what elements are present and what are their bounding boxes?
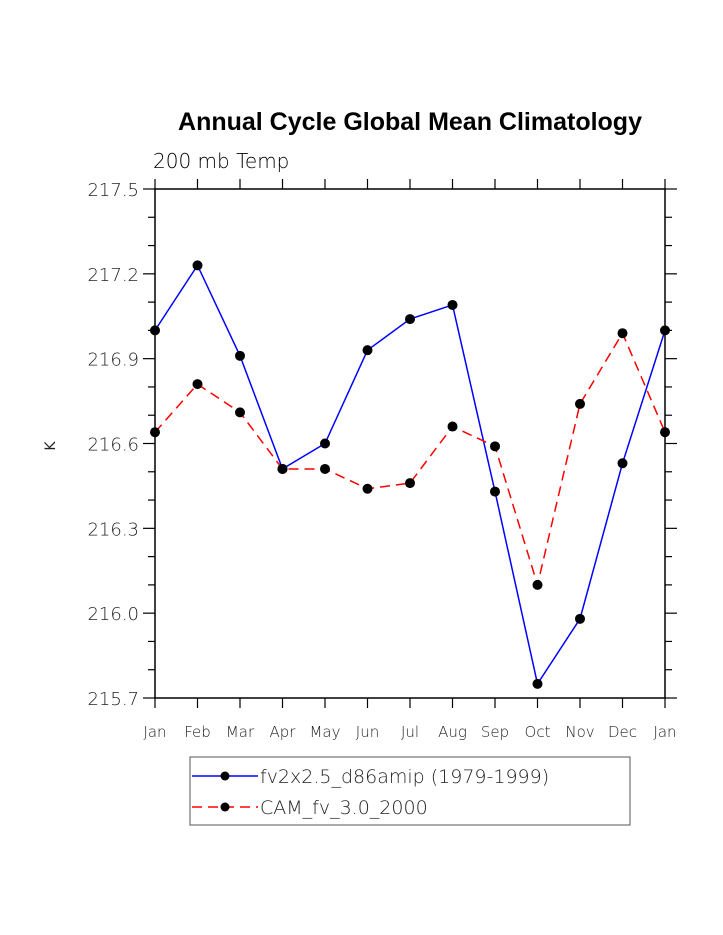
y-tick-label: 215.7 — [87, 689, 139, 710]
data-point-series-1 — [320, 463, 330, 474]
x-tick-label: Aug — [438, 723, 467, 741]
y-tick-label: 217.2 — [87, 265, 139, 286]
data-point-series-1 — [532, 579, 543, 590]
x-tick-label: Apr — [270, 723, 297, 741]
x-tick-label: Dec — [608, 723, 637, 741]
data-point-series-1 — [575, 398, 585, 409]
legend: fv2x2.5_d86amip (1979-1999) CAM_fv_3.0_20… — [189, 756, 631, 826]
data-point-series-1 — [405, 478, 415, 489]
data-point-series-1 — [192, 379, 203, 390]
data-point-series-1 — [362, 483, 373, 494]
data-point-series-0 — [617, 458, 628, 469]
data-point-series-0 — [575, 613, 585, 624]
data-point-series-0 — [447, 299, 458, 310]
legend-marker-1 — [220, 802, 230, 812]
data-point-series-0 — [192, 260, 203, 271]
chart-subtitle: 200 mb Temp — [153, 149, 289, 173]
data-point-series-0 — [320, 438, 330, 449]
data-point-series-1 — [150, 427, 160, 438]
legend-box — [189, 756, 631, 826]
y-axis-label: K — [43, 441, 59, 451]
series-layer — [150, 260, 670, 689]
x-tick-label: Jul — [401, 723, 419, 741]
data-point-series-0 — [660, 325, 670, 336]
y-tick-label: 216.3 — [87, 519, 139, 540]
data-point-series-1 — [490, 441, 500, 452]
y-tick-label: 217.5 — [87, 180, 139, 201]
x-tick-label: Nov — [565, 723, 594, 741]
plot-frame — [154, 188, 666, 699]
data-point-series-0 — [362, 345, 373, 356]
data-point-series-0 — [235, 350, 245, 361]
y-tick-label: 216.9 — [87, 350, 139, 371]
data-point-series-0 — [532, 678, 543, 689]
x-tick-label: May — [309, 723, 340, 741]
x-tick-label: Oct — [525, 723, 551, 741]
data-point-series-1 — [235, 407, 245, 418]
legend-marker-0 — [220, 771, 230, 781]
series-line-1 — [154, 331, 666, 588]
legend-label-1: CAM_fv_3.0_2000 — [260, 797, 428, 819]
chart-title: Annual Cycle Global Mean Climatology — [178, 108, 642, 136]
x-tick-label: Jan — [143, 723, 166, 741]
series-line-0 — [154, 263, 666, 686]
data-point-series-0 — [150, 325, 160, 336]
legend-label-0: fv2x2.5_d86amip (1979-1999) — [260, 766, 549, 788]
data-point-series-1 — [447, 421, 458, 432]
axes: Jan Feb Mar Apr May Jun Jul Aug Sep Oct Nov Dec Jan2… — [87, 179, 677, 741]
x-tick-label: Sep — [481, 723, 509, 741]
data-point-series-1 — [660, 427, 670, 438]
x-tick-label: Jan — [653, 723, 676, 741]
data-point-series-0 — [490, 486, 500, 497]
y-tick-label: 216.0 — [87, 604, 139, 625]
y-tick-label: 216.6 — [87, 435, 139, 456]
x-tick-label: Feb — [184, 723, 211, 741]
data-point-series-0 — [405, 314, 415, 325]
data-point-series-1 — [277, 463, 288, 474]
data-point-series-1 — [617, 328, 628, 339]
x-tick-label: Mar — [226, 723, 255, 741]
x-tick-label: Jun — [356, 723, 379, 741]
